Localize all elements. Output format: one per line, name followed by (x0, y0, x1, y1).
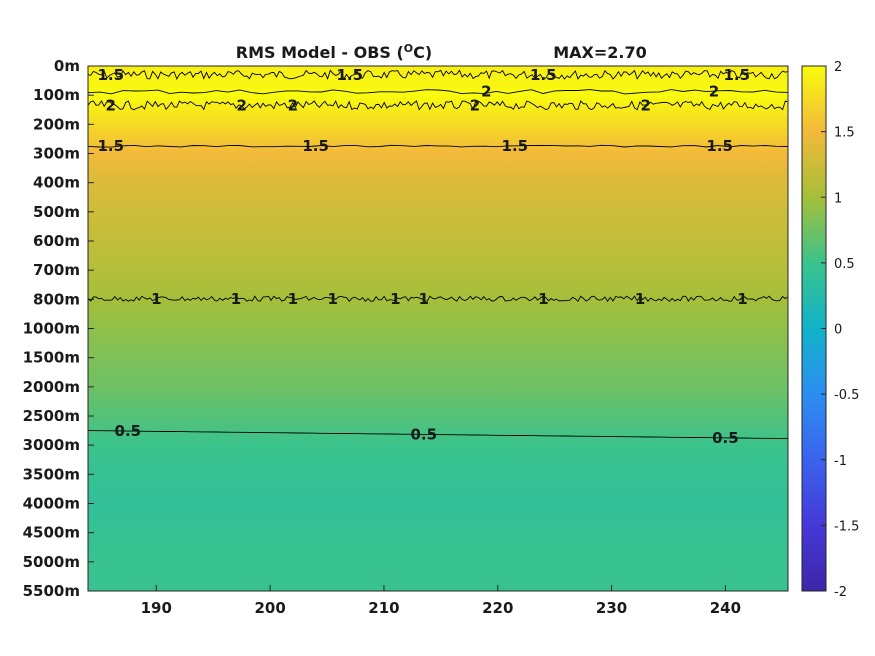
colorbar-tick-label: -1.5 (834, 519, 859, 534)
contour-label: 2 (470, 96, 480, 114)
contour-label: 1 (231, 290, 241, 308)
colorbar-tick-label: 0.5 (834, 257, 855, 272)
y-tick-label: 600m (33, 232, 80, 250)
contour-label: 1.5 (502, 137, 529, 155)
colorbar-tick-label: -1 (834, 454, 847, 469)
colorbar-tick-label: -2 (834, 585, 847, 600)
contour-label: 0.5 (712, 429, 739, 447)
colorbar-tick-label: 1.5 (834, 126, 855, 141)
contour-label: 1 (151, 290, 161, 308)
contour-label: 2 (106, 96, 116, 114)
colorbar-ticks: 2 1.5 1 0.5 0 -0.5 -1 -1.5 -2 (821, 60, 859, 600)
y-tick-label: 5000m (23, 553, 80, 571)
contour-line (87, 430, 789, 440)
contour-label: 2 (641, 96, 651, 114)
colorbar-tick-label: -0.5 (834, 388, 859, 403)
x-tick-label: 210 (368, 599, 399, 617)
contour-lines: 1.5 1.5 1.5 1.52 22 2 2 2 21.5 1.5 1.5 1.51 1 1 1 1 1 1 1 1… (87, 66, 789, 447)
contour-label: 1 (288, 290, 298, 308)
x-tick-label: 220 (482, 599, 513, 617)
colorbar-tick-label: 1 (834, 191, 842, 206)
contour-label: 1.5 (302, 137, 329, 155)
colorbar-tick-label: 0 (834, 323, 842, 338)
heatmap-field (88, 66, 788, 591)
contour-label: 0.5 (410, 425, 437, 443)
y-tick-label: 1500m (23, 349, 80, 367)
y-tick-label: 700m (33, 261, 80, 279)
contour-label: 0.5 (115, 422, 142, 440)
contour-label: 1.5 (336, 66, 363, 84)
contour-label: 1 (390, 290, 400, 308)
y-tick-label: 0m (54, 57, 80, 75)
contour-line (87, 100, 789, 111)
contour-label: 1 (419, 290, 429, 308)
y-tick-label: 500m (33, 203, 80, 221)
y-tick-label: 2000m (23, 378, 80, 396)
x-axis: 190 200 210 220 230 240 (141, 585, 741, 617)
y-tick-label: 200m (33, 115, 80, 133)
chart-title: RMS Model - OBS (OC) (236, 42, 432, 62)
contour-label: 1.5 (706, 137, 733, 155)
y-tick-label: 4500m (23, 524, 80, 542)
contour-label: 1 (327, 290, 337, 308)
x-tick-label: 200 (254, 599, 285, 617)
y-tick-label: 300m (33, 145, 80, 163)
contour-label: 2 (236, 96, 246, 114)
contour-label: 1.5 (530, 66, 557, 84)
max-label: MAX=2.70 (553, 43, 647, 62)
y-tick-label: 100m (33, 86, 80, 104)
y-tick-label: 5500m (23, 582, 80, 600)
contour-label: 1 (737, 290, 747, 308)
y-tick-label: 1000m (23, 320, 80, 338)
y-tick-label: 3000m (23, 436, 80, 454)
x-tick-label: 230 (596, 599, 627, 617)
y-tick-label: 2500m (23, 407, 80, 425)
plot-area: 1.5 1.5 1.5 1.52 22 2 2 2 21.5 1.5 1.5 1.51 1 1 1 1 1 1 1 1… (87, 65, 789, 592)
contour-label: 2 (709, 83, 719, 101)
y-tick-label: 800m (33, 290, 80, 308)
x-tick-label: 240 (710, 599, 741, 617)
colorbar-tick-label: 2 (834, 60, 842, 75)
y-axis: 0m 100m 200m 300m 400m 500m 600m 700m 800m 1000m 1… (23, 57, 94, 600)
contour-label: 1.5 (97, 66, 124, 84)
contour-label: 1 (538, 290, 548, 308)
contour-label: 1.5 (723, 66, 750, 84)
contour-line (87, 295, 789, 303)
contour-label: 2 (481, 83, 491, 101)
contour-line (87, 69, 789, 81)
y-tick-label: 400m (33, 174, 80, 192)
contour-label: 1.5 (97, 137, 124, 155)
contour-line (87, 144, 789, 148)
x-tick-label: 190 (141, 599, 172, 617)
contour-label: 1 (635, 290, 645, 308)
y-tick-label: 3500m (23, 465, 80, 483)
y-tick-label: 4000m (23, 495, 80, 513)
contour-line (87, 89, 789, 95)
colorbar: 2 1.5 1 0.5 0 -0.5 -1 -1.5 -2 (801, 60, 859, 600)
contour-label: 2 (288, 96, 298, 114)
